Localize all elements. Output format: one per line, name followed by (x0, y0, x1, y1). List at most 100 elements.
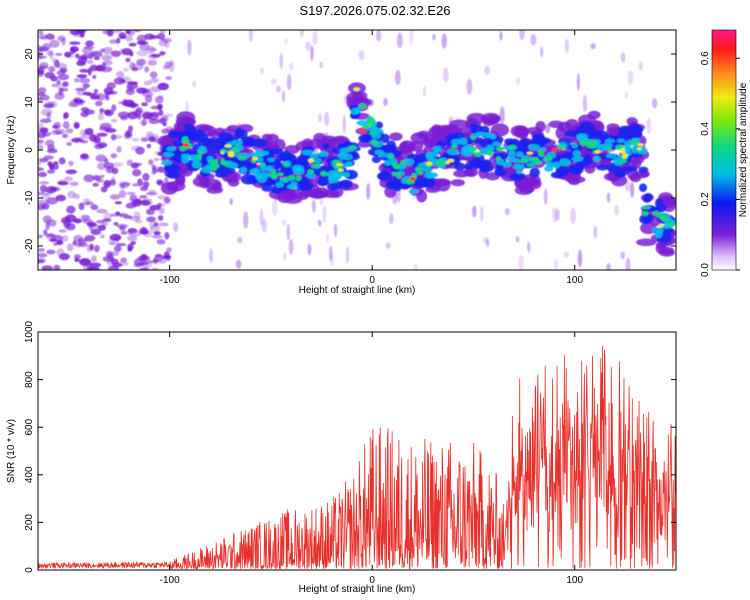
spectrogram-noise-cell (139, 121, 148, 126)
spectrogram-echo-cell (317, 179, 329, 187)
spectrogram-echo-cell (592, 155, 601, 162)
spectrogram-echo-cell (594, 149, 601, 154)
spectrogram-noise-cell (57, 73, 70, 81)
spectrogram-echo-cell (253, 138, 268, 148)
spectrogram-streak-cell (564, 39, 570, 54)
spectrogram-echo-cell (618, 159, 627, 164)
spectrogram-noise-cell (38, 97, 43, 102)
spectrogram-noise-cell (66, 243, 74, 252)
spectrogram-streak-cell (466, 78, 473, 95)
spectrogram-noise-cell (73, 98, 79, 102)
spectrogram-noise-cell (44, 139, 55, 147)
spectrogram-noise-cell (93, 88, 99, 94)
spectrogram-noise-cell (76, 88, 86, 96)
spectrogram-echo-cell (579, 139, 587, 147)
spectrogram-noise-cell (127, 243, 134, 251)
spectrogram-noise-cell (156, 238, 166, 245)
spectrogram-echo-cell (301, 149, 314, 156)
spectrogram-streak-cell (442, 67, 449, 83)
spectrogram-noise-cell (38, 248, 45, 252)
colorbar-tick-label: 0.0 (700, 263, 711, 277)
spectrogram-noise-cell (66, 54, 75, 58)
spectrogram-streak-cell (413, 263, 418, 270)
spectrogram-streak-cell (606, 192, 611, 203)
spectrogram-noise-cell (53, 264, 61, 270)
spectrogram-echo-cell (483, 132, 494, 138)
colorbar-tick-label: 0.2 (700, 192, 711, 206)
spectrogram-noise-cell (142, 181, 150, 188)
spectrogram-streak-cell (317, 219, 322, 227)
spectrogram-echo-cell (408, 140, 424, 152)
snr-series-line (38, 346, 676, 570)
spectrogram-echo-cell (162, 152, 175, 157)
snr-xtick-label: -100 (160, 575, 180, 586)
snr-ytick-label: 800 (24, 371, 35, 388)
spectrogram-xlabel: Height of straight line (km) (299, 285, 416, 296)
spectrogram-streak-cell (553, 259, 559, 270)
spectrogram-echo-cell (604, 138, 615, 144)
spectrogram-echo-cell (337, 143, 347, 150)
spectrogram-noise-cell (93, 56, 100, 61)
spectrogram-noise-cell (111, 176, 116, 184)
spectrogram-noise-cell (92, 182, 99, 187)
spectrogram-streak-cell (342, 115, 346, 134)
spectrogram-noise-cell (132, 109, 142, 117)
spectrogram-streak-cell (396, 188, 401, 203)
spectrogram-echo-cell (191, 161, 202, 169)
spectrogram-xtick-label: -100 (160, 275, 180, 286)
spectrogram-streak-cell (185, 101, 189, 114)
spectrogram-streak-cell (235, 259, 242, 269)
spectrogram-peak-cell (359, 128, 366, 133)
spectrogram-echo-cell (525, 127, 543, 135)
spectrogram-streak-cell (515, 76, 521, 85)
spectrogram-noise-cell (109, 194, 121, 200)
spectrogram-echo-cell (290, 181, 298, 187)
spectrogram-echo-cell (509, 138, 520, 147)
spectrogram-echo-cell (658, 246, 675, 255)
spectrogram-streak-cell (345, 246, 350, 264)
spectrogram-noise-cell (38, 66, 45, 75)
spectrogram-echo-cell (620, 147, 626, 151)
spectrogram-echo-cell (408, 189, 419, 194)
spectrogram-echo-cell (310, 154, 317, 159)
spectrogram-noise-cell (102, 46, 113, 55)
spectrogram-noise-cell (79, 68, 90, 73)
spectrogram-noise-cell (129, 194, 138, 202)
spectrogram-echo-cell (447, 158, 455, 163)
colorbar-tick-label: 0.6 (700, 51, 711, 65)
spectrogram-noise-cell (57, 179, 67, 186)
spectrogram-echo-cell (384, 159, 392, 166)
spectrogram-noise-cell (118, 190, 127, 199)
spectrogram-noise-cell (76, 100, 87, 104)
spectrogram-noise-cell (148, 189, 156, 194)
spectrogram-noise-cell (58, 253, 70, 261)
spectrogram-echo-cell (571, 156, 584, 162)
spectrogram-echo-cell (346, 91, 364, 105)
spectrogram-noise-cell (45, 222, 50, 230)
spectrogram-noise-cell (116, 70, 125, 78)
spectrogram-noise-cell (149, 71, 158, 79)
spectrogram-noise-cell (151, 234, 163, 239)
spectrogram-streak-cell (271, 200, 278, 216)
spectrogram-streak-cell (333, 223, 338, 237)
spectrogram-echo-cell (257, 175, 268, 183)
spectrogram-noise-cell (100, 234, 105, 239)
spectrogram-noise-cell (93, 245, 100, 253)
spectrogram-echo-cell (234, 129, 248, 140)
spectrogram-echo-cell (207, 137, 222, 145)
spectrogram-echo-cell (518, 127, 529, 140)
spectrogram-echo-cell (262, 150, 270, 156)
spectrogram-noise-cell (113, 221, 119, 226)
spectrogram-noise-cell (116, 223, 128, 229)
spectrogram-echo-cell (422, 166, 433, 172)
spectrogram-noise-cell (82, 83, 90, 89)
spectrogram-noise-cell (114, 201, 123, 205)
spectrogram-echo-cell (389, 132, 403, 141)
spectrogram-noise-cell (82, 198, 91, 206)
spectrogram-noise-cell (65, 128, 74, 134)
spectrogram-echo-cell (220, 159, 226, 165)
spectrogram-noise-cell (128, 42, 137, 47)
spectrogram-noise-cell (47, 101, 54, 108)
spectrogram-streak-cell (441, 33, 448, 49)
spectrogram-echo-cell (565, 119, 580, 132)
